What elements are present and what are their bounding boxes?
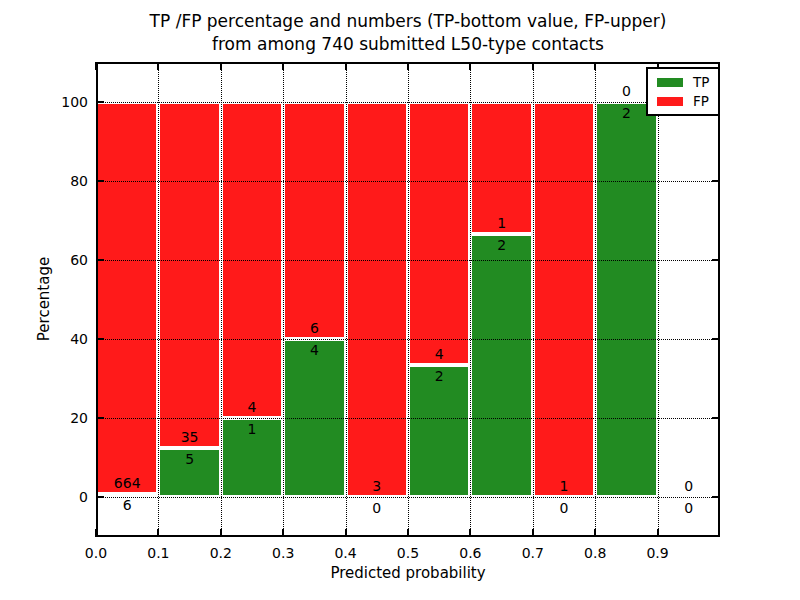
legend: TP FP (646, 67, 720, 116)
legend-label-FP: FP (693, 94, 709, 108)
x-tick-label: 0.8 (573, 545, 617, 561)
chart-title: TP /FP percentage and numbers (TP-bottom… (96, 10, 720, 56)
plot-border (96, 62, 720, 537)
legend-label-TP: TP (693, 75, 709, 89)
legend-swatch-FP (657, 97, 683, 106)
x-tick-label: 0.1 (136, 545, 180, 561)
x-tick-label: 0.9 (636, 545, 680, 561)
x-tick-label: 0.7 (511, 545, 555, 561)
x-tick-label: 0.6 (448, 545, 492, 561)
x-tick-label: 0.3 (261, 545, 305, 561)
y-tick-label: 20 (44, 410, 88, 426)
y-tick-label: 100 (44, 94, 88, 110)
chart-title-line2: from among 740 submitted L50-type contac… (96, 33, 720, 56)
chart-title-line1: TP /FP percentage and numbers (TP-bottom… (96, 10, 720, 33)
legend-item-FP: FP (657, 94, 709, 108)
x-axis-label: Predicted probability (96, 564, 720, 582)
y-tick-label: 0 (44, 489, 88, 505)
x-tick-label: 0.2 (199, 545, 243, 561)
y-tick-label: 80 (44, 173, 88, 189)
figure: TP /FP percentage and numbers (TP-bottom… (0, 0, 800, 600)
x-tick-label: 0.0 (74, 545, 118, 561)
x-tick-label: 0.4 (324, 545, 368, 561)
legend-item-TP: TP (657, 75, 709, 89)
legend-swatch-TP (657, 78, 683, 87)
x-tick-label: 0.5 (386, 545, 430, 561)
y-axis-label: Percentage (35, 257, 53, 341)
